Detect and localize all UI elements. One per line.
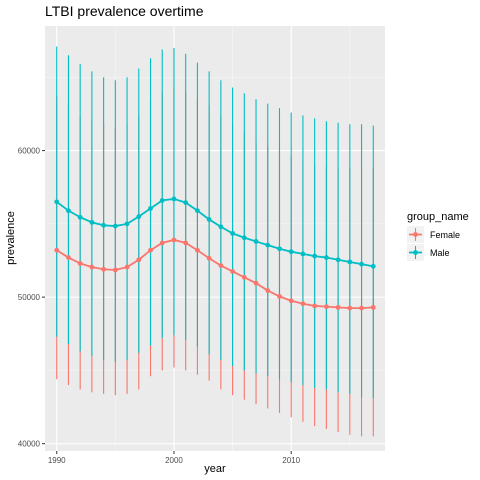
female-data-point [148,247,153,253]
female-data-point [101,266,107,272]
female-data-point [241,274,247,280]
male-data-point [206,217,212,222]
x-tick-label: 2000 [165,456,183,465]
male-data-point [77,214,83,220]
legend-item-male: Male [407,244,450,261]
x-tick-label: 1990 [48,456,66,465]
female-data-point [253,280,259,286]
male-data-point [300,251,306,257]
y-tick-label: 60000 [18,147,41,156]
female-data-point [206,255,212,261]
male-data-point [359,261,364,267]
x-tick-label: 2010 [282,456,300,465]
female-data-point [230,269,235,274]
female-data-point [218,263,224,269]
male-data-point [370,263,376,269]
plot-panel [45,26,385,451]
legend-label-female: Female [430,230,460,240]
legend: group_name Female Male [407,211,469,261]
female-data-point [312,303,318,309]
female-data-point [335,304,341,310]
female-data-point [195,247,200,253]
y-tick-label: 40000 [18,440,41,449]
male-data-point [101,222,107,228]
female-data-point [277,293,282,299]
male-data-point [89,219,95,225]
female-data-point [54,247,60,253]
male-data-point [347,259,353,265]
female-data-point [89,264,95,270]
female-data-point [265,288,271,293]
y-tick-label: 50000 [18,293,41,302]
x-axis-ticks: 1990 2000 2010 [48,451,301,465]
female-legend-point [413,232,418,237]
male-data-point [253,239,259,244]
male-data-point [66,208,71,214]
female-data-point [183,240,189,246]
female-data-point [112,267,118,273]
female-data-point [77,261,83,266]
male-data-point [159,197,165,203]
male-data-point [241,235,247,241]
female-data-point [136,257,142,263]
chart-title: LTBI prevalence overtime [45,3,204,19]
legend-label-male: Male [430,248,450,258]
male-data-point [288,249,294,255]
male-series-line [56,198,374,268]
series-lines [56,198,374,310]
female-data-point [288,298,294,304]
male-data-point [54,199,60,205]
male-legend-point [413,250,418,255]
female-data-point [124,264,130,270]
female-data-point [300,301,306,307]
y-axis-title: prevalence [5,211,17,265]
series-points [54,196,376,311]
male-data-point [124,221,130,227]
legend-title: group_name [407,211,469,223]
y-axis-ticks: 40000 50000 60000 [18,147,45,449]
male-data-point [136,214,142,219]
x-axis-title: year [204,463,226,475]
legend-item-female: Female [407,226,460,243]
male-data-point [277,246,282,252]
male-data-point [183,200,189,205]
female-data-point [171,237,177,243]
female-data-point [66,255,71,260]
male-data-point [323,255,329,260]
error-bars [56,46,374,437]
male-data-point [335,257,341,263]
female-data-point [370,304,376,310]
male-data-point [218,224,224,230]
male-data-point [265,242,271,248]
female-data-point [323,304,329,310]
female-data-point [159,240,165,246]
male-data-point [148,206,153,211]
male-data-point [230,230,235,236]
male-data-point [195,208,200,214]
male-data-point [112,223,118,229]
male-data-point [171,196,177,202]
female-data-point [347,305,353,311]
female-data-point [359,305,364,311]
male-data-point [312,253,318,259]
female-series-line [56,239,374,310]
